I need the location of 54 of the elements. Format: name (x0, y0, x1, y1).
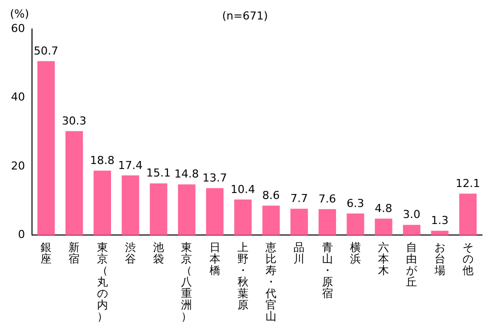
data-label: 18.8 (90, 154, 115, 167)
bar (234, 199, 252, 236)
data-label: 1.3 (431, 214, 449, 228)
data-label: 12.1 (456, 176, 480, 190)
bar (290, 208, 308, 236)
x-tick-label: 横浜 (350, 240, 361, 266)
bar (262, 206, 280, 236)
data-label: 50.7 (34, 44, 58, 58)
bar (94, 170, 112, 236)
x-tick-label: 東京（八重洲） (181, 240, 192, 324)
data-label: 17.4 (118, 158, 143, 172)
data-label: 10.4 (230, 182, 256, 196)
x-tick-label: 青山・原宿 (322, 240, 333, 300)
bar (318, 209, 336, 236)
bar (178, 184, 196, 236)
data-label: 15.1 (146, 166, 171, 180)
y-axis-title: (%) (10, 7, 30, 20)
x-tick-label: 日本橋 (209, 240, 220, 277)
bar (374, 218, 392, 236)
data-label: 4.8 (374, 202, 392, 216)
bar (37, 61, 55, 236)
bar (206, 188, 224, 236)
data-label: 7.7 (290, 192, 308, 206)
x-tick-label: 東京（丸の内） (96, 240, 108, 324)
data-label: 7.6 (318, 192, 336, 206)
bar (122, 175, 140, 236)
x-tick-label: その他 (462, 240, 474, 277)
data-label: 30.3 (62, 114, 86, 128)
y-tick-label: 60 (10, 22, 25, 36)
x-tick-label: 恵比寿・代官山 (264, 240, 277, 324)
x-tick-label: 銀座 (40, 240, 52, 266)
bar (431, 230, 449, 236)
x-tick-label: 品川 (294, 240, 305, 266)
bar (459, 194, 477, 236)
x-tick-label: 新宿 (68, 240, 80, 266)
data-label: 13.7 (202, 171, 228, 184)
data-label: 3.0 (402, 208, 420, 222)
x-tick-label: 六本木 (378, 240, 390, 277)
x-tick-label: 上野・秋葉原 (237, 240, 248, 312)
x-tick-label: お台場 (433, 240, 446, 277)
data-label: 8.6 (262, 188, 280, 202)
bar (346, 214, 364, 236)
x-tick-label: 自由が丘 (406, 240, 418, 288)
y-tick-label: 0 (18, 228, 25, 242)
chart-title: (n=671) (222, 9, 268, 22)
bar (150, 183, 168, 236)
x-tick-label: 池袋 (153, 240, 164, 266)
data-label: 14.8 (174, 168, 199, 181)
data-label: 6.3 (346, 196, 364, 210)
y-tick-label: 20 (10, 159, 25, 172)
y-tick-label: 40 (10, 90, 25, 104)
bar (402, 224, 420, 236)
x-tick-label: 渋谷 (124, 240, 136, 266)
bar (65, 131, 83, 236)
